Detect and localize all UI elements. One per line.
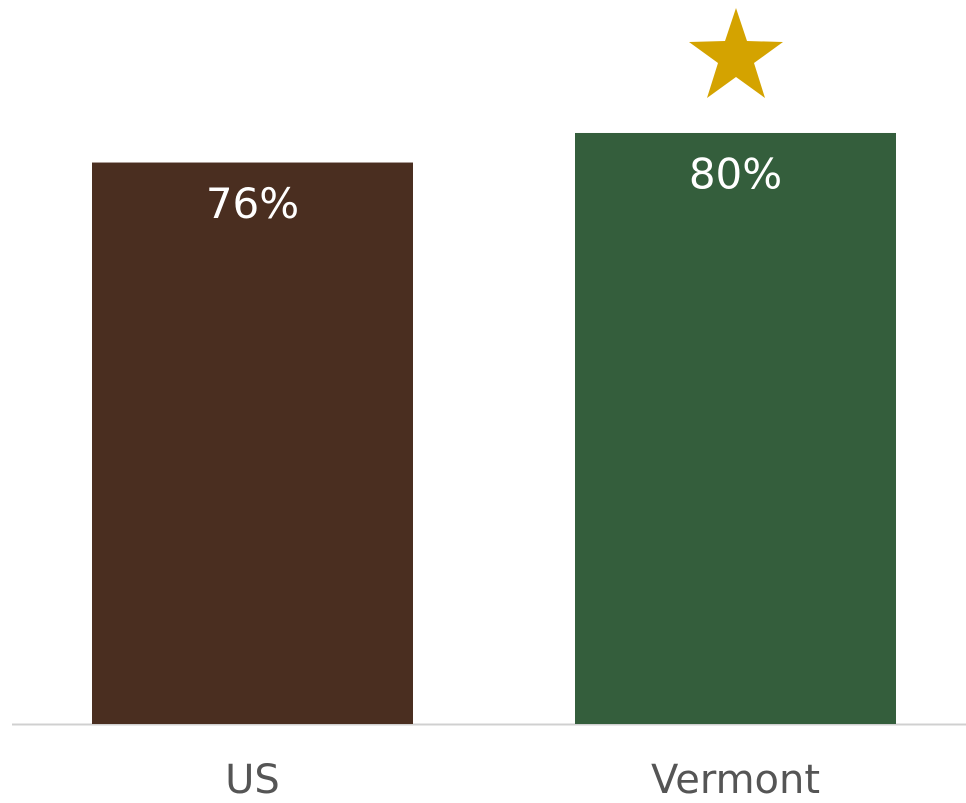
value-label: 80% [689, 149, 782, 198]
x-tick-label: US [225, 757, 280, 803]
value-label: 76% [206, 179, 299, 228]
bar [575, 132, 896, 724]
bar [92, 162, 413, 724]
x-tick-label: Vermont [651, 757, 820, 803]
highlight-star [689, 8, 783, 98]
